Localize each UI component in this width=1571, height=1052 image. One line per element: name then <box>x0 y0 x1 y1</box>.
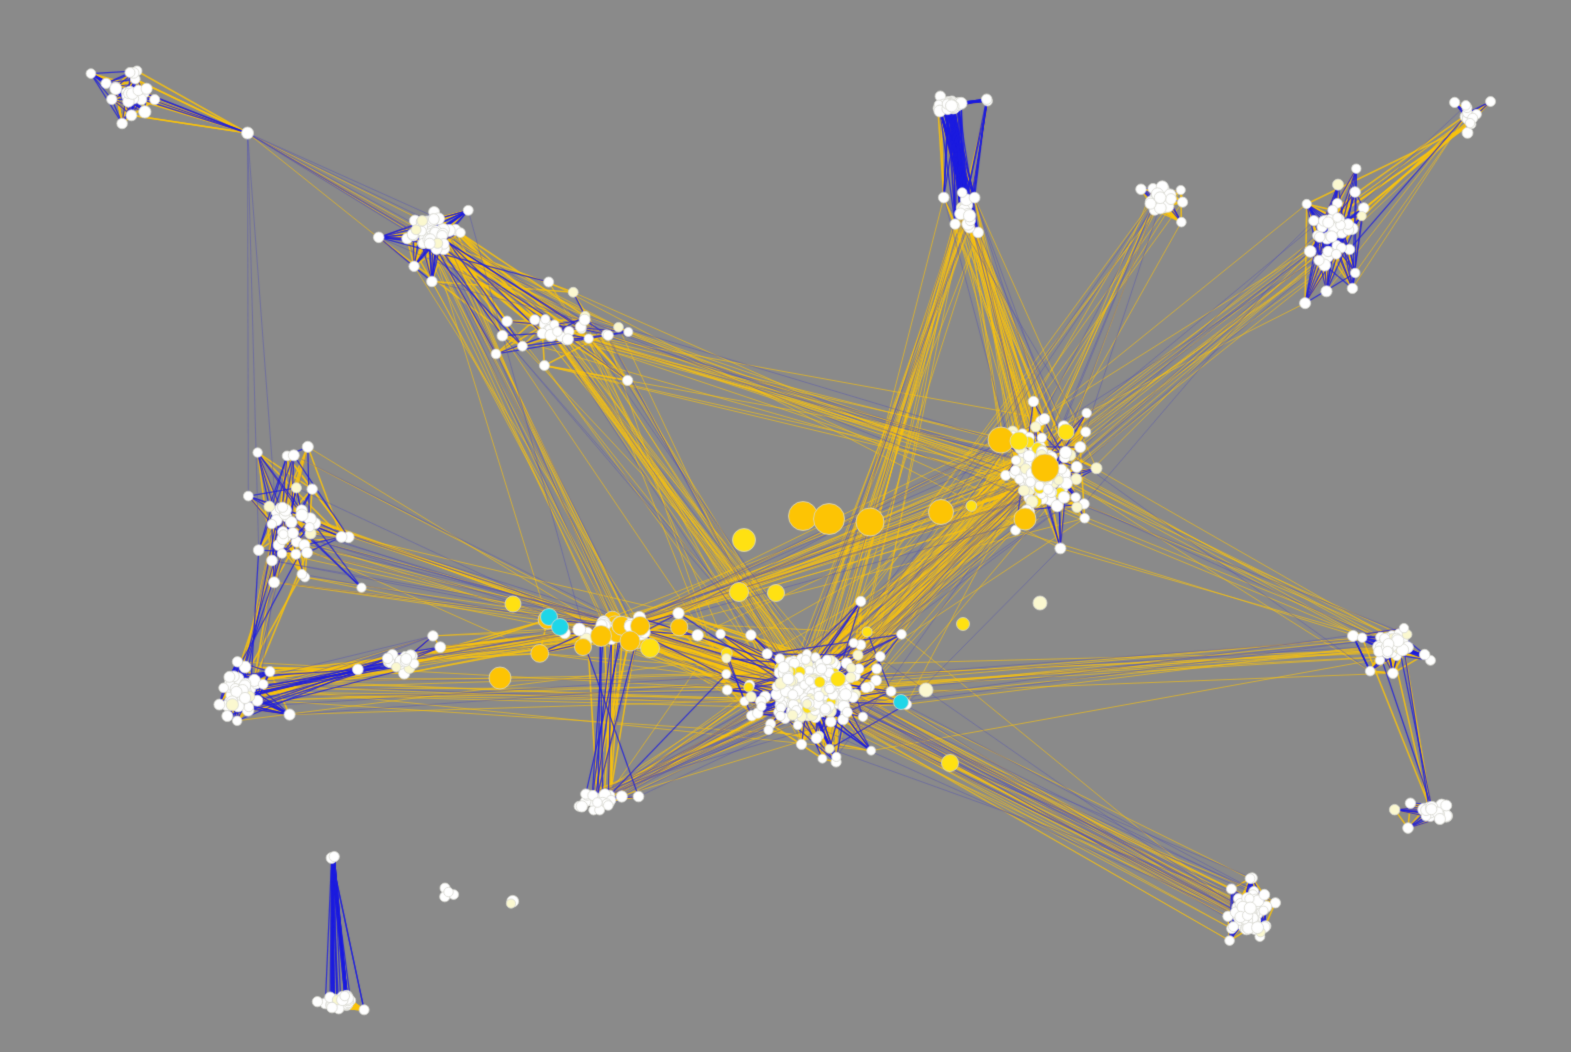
network-graph-canvas[interactable] <box>0 0 1571 1052</box>
network-graph-visualization[interactable] <box>0 0 1571 1052</box>
